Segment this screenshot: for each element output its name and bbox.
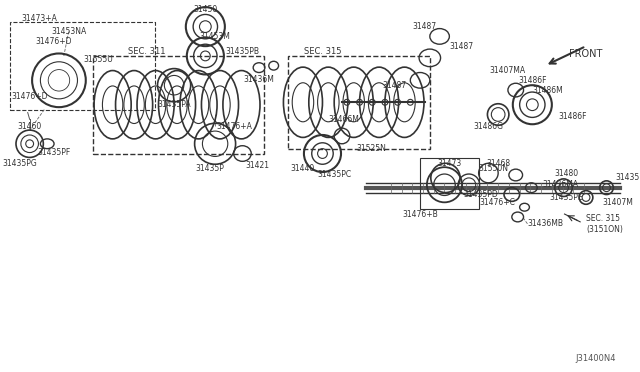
Text: 31476+D: 31476+D — [12, 92, 48, 102]
Text: 31440: 31440 — [291, 164, 315, 173]
Text: 31435: 31435 — [615, 173, 639, 182]
Text: 31525N: 31525N — [356, 144, 386, 153]
Text: 31450: 31450 — [193, 4, 218, 13]
Text: 31476+C: 31476+C — [480, 198, 516, 207]
Text: 31480: 31480 — [554, 169, 579, 177]
Bar — [10, 22, 155, 110]
Text: 31435PE: 31435PE — [549, 193, 582, 202]
Text: 31476+B: 31476+B — [402, 209, 438, 218]
Text: 31487: 31487 — [449, 42, 474, 51]
Text: 31421: 31421 — [245, 161, 269, 170]
Text: 31435PA: 31435PA — [157, 100, 191, 109]
Text: 31435P: 31435P — [196, 164, 225, 173]
Text: SEC. 311: SEC. 311 — [128, 46, 166, 55]
Text: 31460: 31460 — [17, 122, 42, 131]
Text: 31473+A: 31473+A — [22, 15, 58, 23]
Text: SEC. 315: SEC. 315 — [304, 46, 341, 55]
Text: 31487: 31487 — [382, 81, 406, 90]
Text: 31435PD: 31435PD — [463, 190, 498, 199]
Text: 31436M: 31436M — [244, 75, 275, 84]
Text: 31453NA: 31453NA — [51, 27, 86, 36]
Text: 31487: 31487 — [413, 22, 437, 31]
Text: 31473: 31473 — [437, 159, 461, 168]
Text: 31407M: 31407M — [603, 198, 634, 207]
Text: 31476+D: 31476+D — [36, 37, 72, 46]
Text: SEC. 315
(3151ON): SEC. 315 (3151ON) — [586, 214, 623, 234]
Text: 31550N: 31550N — [478, 164, 508, 173]
Text: 31435PC: 31435PC — [317, 170, 351, 180]
Text: J31400N4: J31400N4 — [575, 354, 616, 363]
Text: 31486F: 31486F — [518, 76, 547, 85]
Text: 31486G: 31486G — [474, 122, 504, 131]
Text: 31435PG: 31435PG — [3, 159, 37, 168]
Text: 31486F: 31486F — [559, 112, 587, 121]
Text: 31468: 31468 — [486, 159, 510, 168]
Text: 31435PF: 31435PF — [37, 148, 70, 157]
Text: 31555U: 31555U — [83, 55, 113, 64]
Text: 31435PB: 31435PB — [225, 46, 259, 55]
Text: 31453M: 31453M — [200, 32, 230, 41]
Text: 31476+A: 31476+A — [217, 122, 253, 131]
Text: FRONT: FRONT — [570, 49, 603, 59]
Text: 31436MB: 31436MB — [527, 219, 563, 228]
Text: 31486M: 31486M — [532, 86, 563, 94]
Text: 31466M: 31466M — [328, 115, 360, 124]
Text: 31407MA: 31407MA — [490, 66, 526, 75]
Text: 31436MA: 31436MA — [542, 180, 578, 189]
